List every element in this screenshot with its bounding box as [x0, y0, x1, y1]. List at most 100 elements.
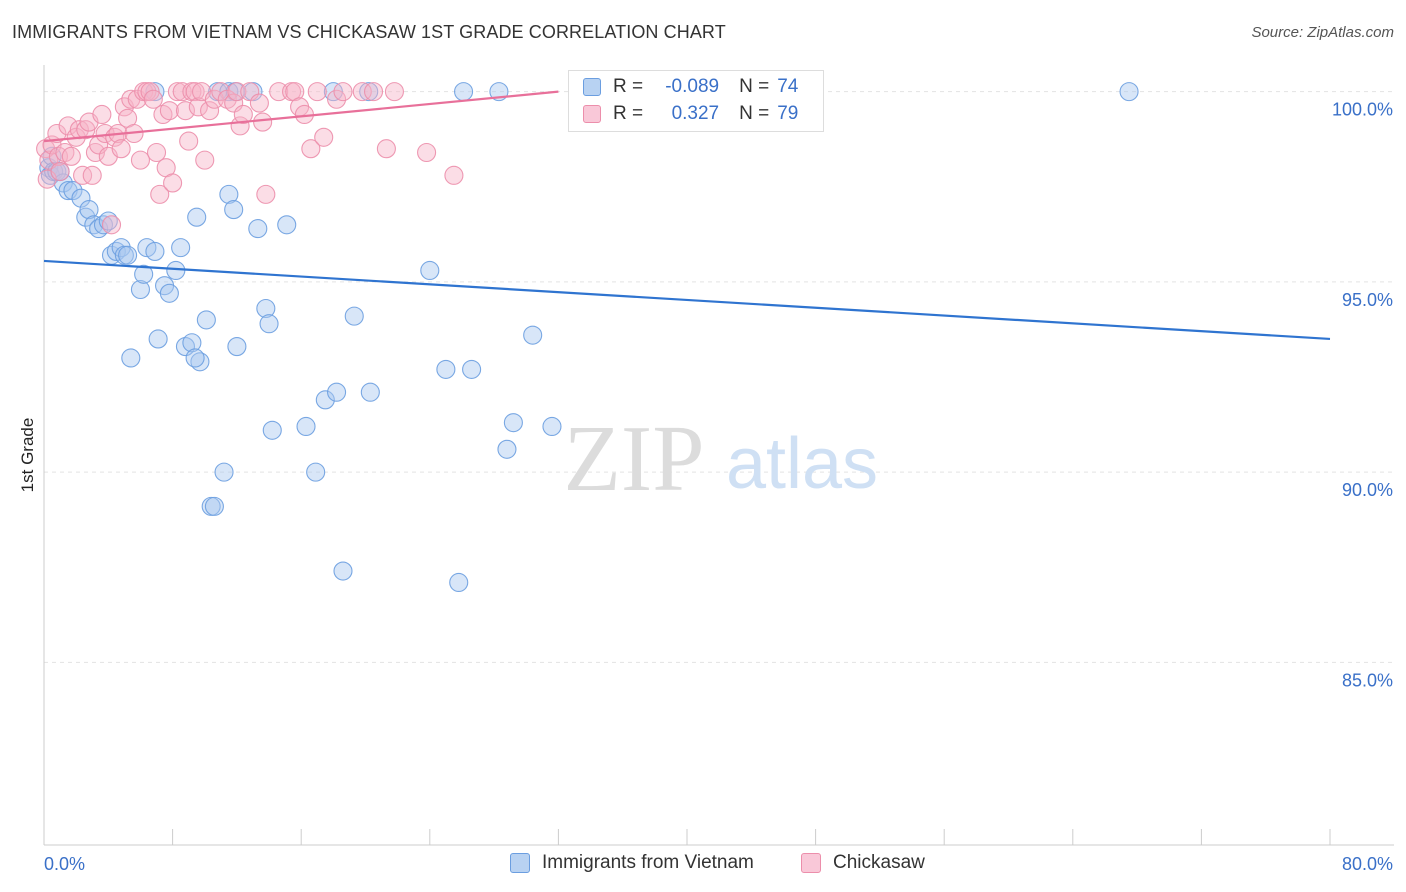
vietnam-point: [306, 462, 326, 482]
legend-n-label: N =: [739, 76, 770, 97]
vietnam-point: [118, 245, 138, 265]
series-vietnam-points: [39, 82, 1139, 593]
bottom-legend-swatch-blue: [510, 853, 530, 873]
chickasaw-point: [249, 93, 269, 113]
vietnam-point: [204, 496, 224, 516]
stats-legend: R = -0.089 N = 74 R = 0.327 N = 79: [568, 70, 824, 132]
trend-lines: [43, 90, 1331, 341]
vietnam-point: [224, 200, 244, 220]
vietnam-point: [454, 82, 474, 102]
x-tick-label: 0.0%: [44, 854, 85, 874]
vietnam-point: [503, 413, 523, 433]
vietnam-point: [262, 420, 282, 440]
chickasaw-point: [314, 127, 334, 147]
chickasaw-point: [333, 82, 353, 102]
chickasaw-point: [140, 82, 160, 102]
vietnam-point: [187, 207, 207, 227]
chickasaw-point: [301, 139, 321, 159]
legend-r-value: -0.089: [665, 76, 720, 97]
y-tick-label: 90.0%: [1342, 480, 1393, 500]
vietnam-point: [359, 82, 379, 102]
chickasaw-point: [130, 150, 150, 170]
chickasaw-point: [363, 82, 384, 102]
chickasaw-point: [417, 142, 437, 163]
chickasaw-point: [233, 104, 253, 125]
chickasaw-point: [76, 120, 96, 140]
vietnam-point: [171, 238, 191, 258]
vietnam-point: [497, 439, 517, 459]
chickasaw-point: [50, 161, 70, 182]
legend-r-label: R =: [613, 103, 644, 124]
chickasaw-point: [188, 97, 208, 117]
chickasaw-point: [179, 131, 199, 151]
chickasaw-point: [195, 150, 215, 170]
vietnam-point: [159, 283, 179, 303]
vietnam-point: [166, 260, 186, 281]
vietnam-point: [111, 238, 131, 258]
chickasaw-point: [85, 142, 105, 163]
chickasaw-point: [143, 89, 163, 109]
vietnam-point: [1119, 82, 1139, 102]
source-credit: Source: ZipAtlas.com: [1251, 24, 1394, 41]
vietnam-point: [420, 260, 440, 281]
chickasaw-point: [175, 101, 196, 121]
vietnam-point: [76, 207, 96, 227]
chickasaw-point: [47, 123, 67, 144]
vietnam-point: [196, 310, 216, 330]
vietnam-point: [145, 241, 165, 261]
vietnam-point: [98, 211, 118, 231]
vietnam-point: [248, 219, 268, 239]
chickasaw-point: [253, 112, 273, 132]
vietnam-point: [130, 279, 150, 300]
chickasaw-point: [285, 82, 305, 102]
chickasaw-point: [211, 82, 231, 102]
chickasaw-point: [82, 165, 102, 185]
vietnam-point: [121, 348, 141, 368]
vietnam-point: [296, 416, 316, 437]
y-tick-label: 85.0%: [1342, 670, 1393, 690]
vietnam-point: [523, 325, 543, 345]
legend-n-value: 79: [777, 103, 799, 124]
watermark: ZIP atlas: [564, 407, 879, 511]
vietnam-point: [148, 329, 168, 349]
vietnam-point: [71, 188, 91, 208]
vietnam-point: [277, 215, 297, 235]
vietnam-point: [436, 359, 456, 379]
chickasaw-point: [200, 101, 220, 121]
vietnam-point: [63, 181, 83, 201]
vietnam-point: [333, 561, 353, 581]
vietnam-point: [134, 264, 154, 284]
x-tick-label: 80.0%: [1342, 854, 1393, 874]
chickasaw-point: [307, 82, 327, 102]
vietnam-point: [327, 382, 347, 402]
legend-n-value: 74: [777, 76, 799, 97]
vietnam-trend-line: [43, 259, 1331, 341]
bottom-legend-label: Immigrants from Vietnam: [542, 852, 754, 873]
bottom-legend-chickasaw: Chickasaw: [801, 850, 925, 876]
chickasaw-point: [146, 142, 167, 163]
watermark-atlas: atlas: [726, 424, 878, 504]
watermark-zip: ZIP: [564, 407, 705, 511]
legend-r-label: R =: [613, 76, 644, 97]
chickasaw-point: [159, 101, 179, 121]
chickasaw-point: [73, 165, 93, 185]
chickasaw-point: [150, 184, 170, 204]
vietnam-point: [360, 382, 380, 402]
vietnam-point: [219, 184, 239, 204]
tick-labels: 100.0% 95.0% 90.0% 85.0% 0.0% 80.0%: [44, 100, 1393, 874]
chickasaw-point: [185, 82, 205, 102]
chickasaw-point: [92, 104, 112, 125]
chart-title: IMMIGRANTS FROM VIETNAM VS CHICKASAW 1ST…: [12, 22, 726, 42]
bottom-legend-swatch-pink: [801, 853, 821, 873]
axes: [43, 65, 1394, 846]
chickasaw-point: [376, 139, 396, 159]
vietnam-point: [79, 200, 99, 220]
vietnam-point: [315, 390, 335, 410]
chickasaw-point: [61, 146, 81, 166]
chickasaw-point: [256, 184, 276, 204]
vietnam-point: [462, 359, 482, 379]
vietnam-point: [344, 306, 364, 326]
legend-r-value: 0.327: [671, 103, 720, 124]
vietnam-point: [256, 298, 276, 319]
